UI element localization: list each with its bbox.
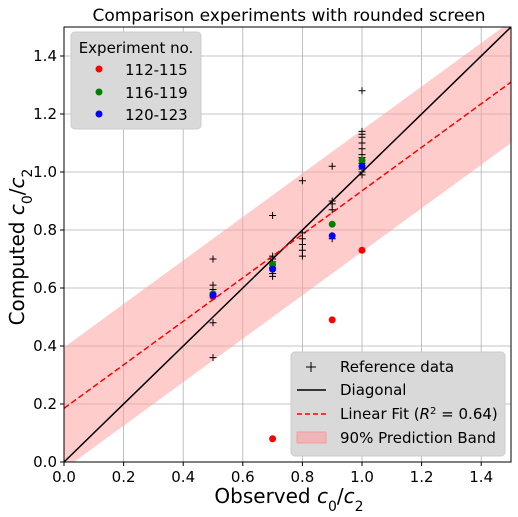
reference-point xyxy=(358,127,366,135)
y-tick-label: 0.4 xyxy=(33,337,57,355)
experiment-legend: Experiment no. 112-115 116-119 120-123 xyxy=(70,31,202,130)
reference-point xyxy=(298,177,306,185)
data-point-112-115 xyxy=(328,316,336,324)
x-tick-label: 0.4 xyxy=(171,468,195,486)
data-point-120-123 xyxy=(328,232,336,240)
plot-content xyxy=(64,27,511,462)
y-tick-label: 0.0 xyxy=(33,453,57,471)
experiment-legend-title: Experiment no. xyxy=(79,39,194,57)
method-legend: Reference data Diagonal Linear Fit (R2 =… xyxy=(290,351,506,457)
y-tick-label: 0.2 xyxy=(33,395,57,413)
y-tick-label: 1.2 xyxy=(33,105,57,123)
reference-point xyxy=(209,281,217,289)
data-point-112-115 xyxy=(358,246,366,254)
reference-point xyxy=(358,87,366,95)
reference-point xyxy=(209,255,217,263)
reference-point xyxy=(269,252,277,260)
legend-marker-reference xyxy=(306,362,316,372)
axes-frame xyxy=(63,26,512,463)
legend-marker-116-119 xyxy=(95,88,103,96)
x-axis-label: Observed c0/c2 xyxy=(214,484,363,515)
legend-marker-112-115 xyxy=(95,65,103,73)
reference-point xyxy=(209,354,217,362)
legend-label-band: 90% Prediction Band xyxy=(340,429,496,447)
y-axis-label: Computed c0/c2 xyxy=(5,169,36,326)
reference-point xyxy=(269,212,277,219)
reference-point xyxy=(328,197,336,205)
method-legend-box xyxy=(290,351,506,457)
data-point-112-115 xyxy=(269,435,277,443)
data-point-116-119 xyxy=(358,156,366,164)
legend-label-diagonal: Diagonal xyxy=(340,381,406,399)
x-tick-label: 1.2 xyxy=(410,468,434,486)
reference-point xyxy=(298,229,306,237)
x-tick-label: 0.2 xyxy=(112,468,136,486)
y-tick-label: 1.4 xyxy=(33,47,57,65)
reference-point xyxy=(209,319,217,327)
diagonal-line xyxy=(64,27,511,462)
data-point-116-119 xyxy=(328,220,336,228)
legend-label-116-119: 116-119 xyxy=(125,84,188,102)
y-tick-label: 0.6 xyxy=(33,279,57,297)
linear-fit-line xyxy=(64,81,511,409)
y-tick-label: 0.8 xyxy=(33,221,57,239)
x-tick-label: 0.8 xyxy=(290,468,314,486)
experiment-legend-box xyxy=(70,31,202,130)
series-120-123 xyxy=(209,162,366,299)
data-point-120-123 xyxy=(358,162,366,170)
x-tick-label: 0.0 xyxy=(52,468,76,486)
x-tick-label: 1.0 xyxy=(350,468,374,486)
legend-label-reference: Reference data xyxy=(340,358,454,376)
legend-label-120-123: 120-123 xyxy=(125,106,188,124)
legend-marker-120-123 xyxy=(95,110,103,118)
legend-label-fit: Linear Fit (R2 = 0.64) xyxy=(340,405,498,423)
x-tick-label: 0.6 xyxy=(231,468,255,486)
x-tick-label: 1.4 xyxy=(469,468,493,486)
legend-swatch-band xyxy=(296,431,327,444)
y-tick-label: 1.0 xyxy=(33,163,57,181)
legend-label-112-115: 112-115 xyxy=(125,61,188,79)
data-point-120-123 xyxy=(269,265,277,273)
chart-title: Comparison experiments with rounded scre… xyxy=(92,6,485,26)
data-point-120-123 xyxy=(209,291,217,299)
reference-point xyxy=(328,162,336,170)
axes: 0.0 0.2 0.4 0.6 0.8 1.0 1.2 1.4 0.0 0.2 0.4 0.6 0.8 1… xyxy=(33,26,512,486)
